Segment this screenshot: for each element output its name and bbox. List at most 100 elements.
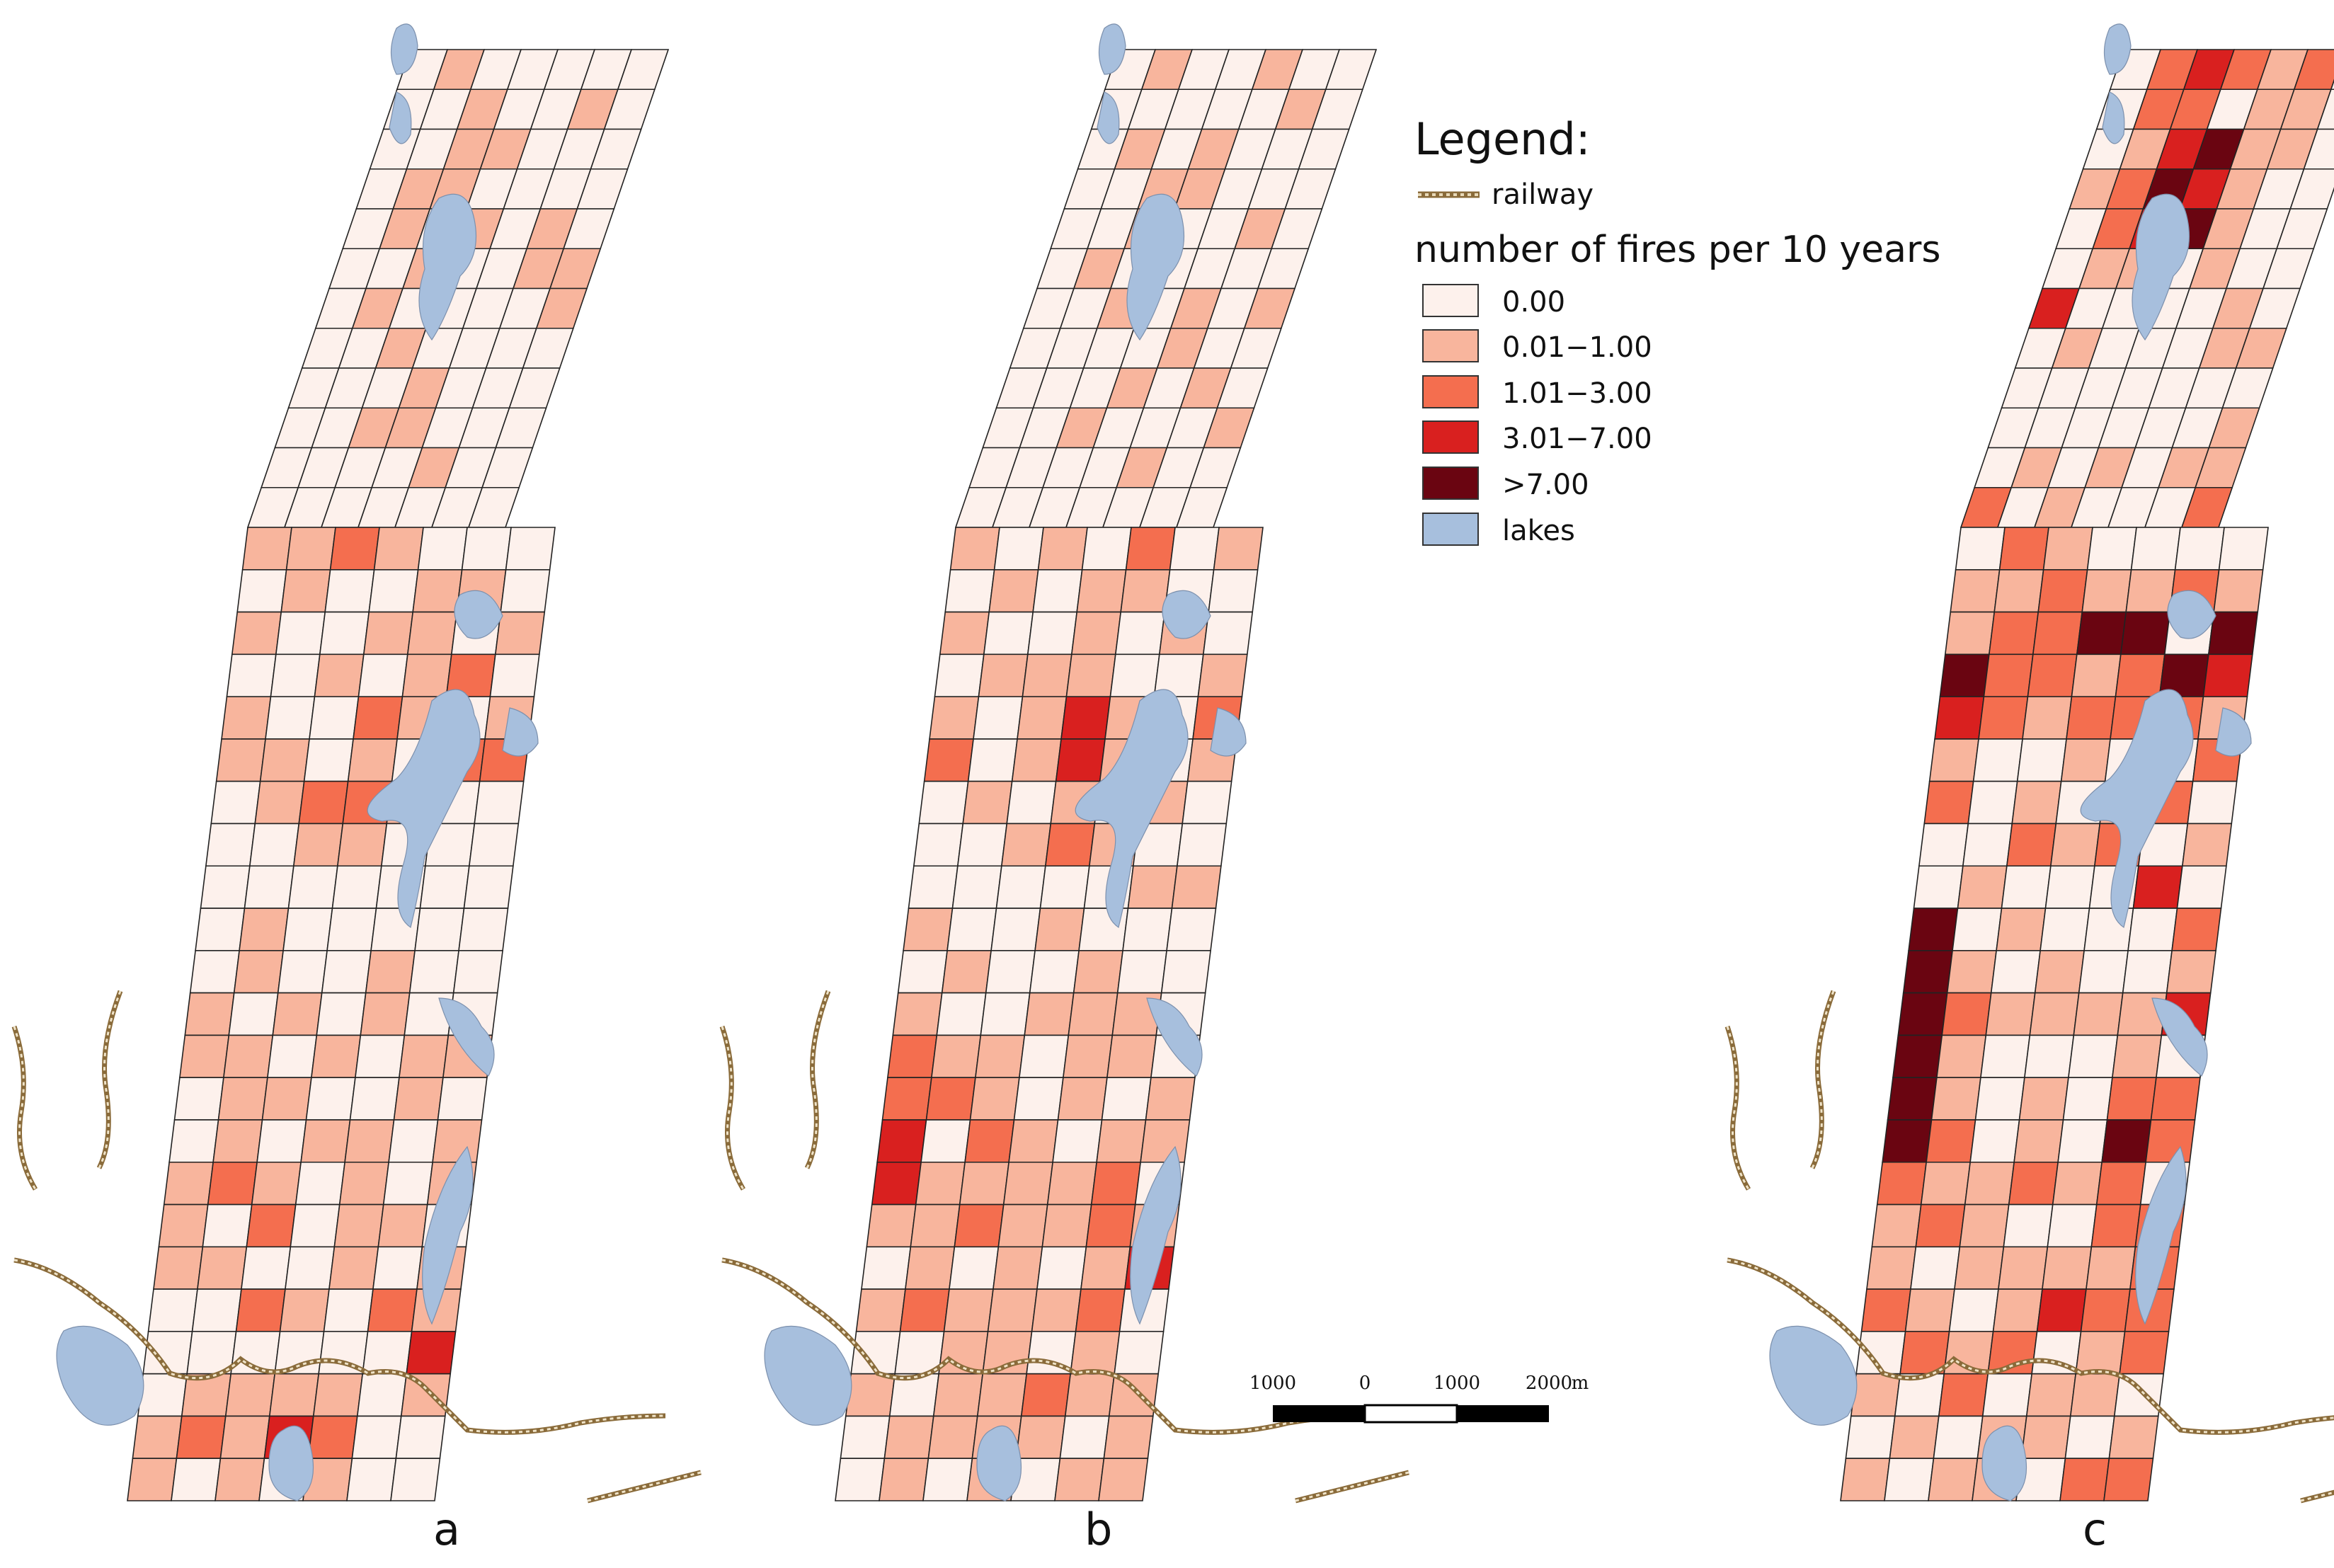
lake-shape — [1098, 23, 1126, 75]
scale-bar: 1000 0 1000 2000 m — [1249, 1373, 1589, 1424]
grid-cell — [408, 950, 459, 994]
grid-cell — [1114, 611, 1166, 656]
grid-cell — [887, 1034, 938, 1078]
grid-cell — [158, 1203, 209, 1248]
grid-cell — [1990, 950, 2041, 994]
legend-class-label-4: >7.00 — [1502, 469, 1589, 501]
grid-cell — [2127, 908, 2178, 951]
grid-cell — [1948, 1288, 1999, 1332]
grid-cell — [931, 1034, 982, 1078]
grid-cell — [1928, 738, 1979, 782]
grid-cell — [2022, 696, 2073, 740]
scale-label-2: 1000 — [1434, 1373, 1480, 1394]
grid-cell — [2013, 1119, 2064, 1163]
grid-cell — [962, 780, 1013, 825]
grid-cell — [377, 1203, 428, 1248]
grid-cell — [1938, 1373, 1989, 1417]
grid-cell — [2062, 1077, 2113, 1121]
grid-cell — [2020, 1415, 2071, 1460]
lake-shape — [268, 1425, 314, 1501]
grid-cell — [1116, 950, 1167, 994]
grid-cell — [1972, 738, 2023, 782]
grid-cell — [2052, 1161, 2103, 1206]
grid-cell — [176, 1415, 227, 1460]
grid-cell — [2047, 1203, 2098, 1248]
grid-cell — [1871, 1203, 1922, 1248]
legend-swatch-1 — [1422, 329, 1479, 362]
grid-cell — [908, 865, 959, 909]
grid-cell — [1930, 1077, 1981, 1121]
grid-cell — [1037, 527, 1088, 571]
grid-cell — [1964, 1161, 2015, 1206]
grid-cell — [1080, 1246, 1131, 1290]
panel-label-b: b — [1085, 1504, 1112, 1555]
grid-cell — [932, 1373, 984, 1417]
grid-cell — [1057, 1077, 1108, 1121]
lake-shape — [390, 23, 418, 75]
grid-cell — [1988, 611, 2040, 656]
grid-cell — [1098, 1458, 1149, 1501]
lake-shape — [2132, 193, 2190, 341]
map-panel-a — [11, 23, 702, 1504]
grid-cell — [2027, 653, 2078, 697]
grid-cell — [292, 823, 344, 867]
grid-cell — [1967, 780, 2018, 825]
lake-shape — [1075, 689, 1189, 928]
panel-label-c: c — [2083, 1504, 2107, 1555]
grid-cell — [2115, 653, 2166, 697]
grid-cell — [1998, 1246, 2049, 1290]
grid-cell — [1055, 738, 1106, 782]
lake-shape — [764, 1325, 852, 1426]
grid-cell — [1125, 527, 1176, 571]
grid-cell — [251, 1161, 302, 1206]
grid-cell — [401, 653, 452, 697]
legend-subtitle: number of fires per 10 years — [1414, 229, 1940, 271]
grid-cell — [2103, 1458, 2154, 1501]
grid-cell — [1981, 1373, 2033, 1417]
grid-cell — [356, 1373, 408, 1417]
lake-shape — [1162, 590, 1211, 639]
grid-cell — [2176, 865, 2227, 909]
grid-cell — [985, 950, 1036, 994]
grid-cell — [1072, 950, 1123, 994]
grid-cell — [373, 527, 424, 571]
grid-cell — [2130, 527, 2181, 571]
grid-cell — [300, 1119, 351, 1163]
grid-cell — [195, 908, 246, 951]
grid-cell — [866, 1203, 917, 1248]
grid-cell — [2213, 568, 2264, 613]
grid-cell — [2106, 1077, 2157, 1121]
lake-shape — [502, 707, 539, 757]
grid-cell — [997, 1203, 1048, 1248]
legend-class-label-3: 3.01−7.00 — [1502, 423, 1652, 455]
grid-cell — [210, 780, 261, 825]
grid-cell — [1046, 1161, 1098, 1206]
grid-cell — [1063, 1034, 1114, 1078]
grid-cell — [1892, 1034, 1943, 1078]
legend-lakes-label: lakes — [1502, 515, 1575, 547]
grid-cell — [1109, 653, 1160, 697]
grid-cell — [494, 611, 546, 656]
grid-cell — [1017, 696, 1068, 740]
grid-cell — [2066, 696, 2117, 740]
grid-cell — [189, 950, 240, 994]
grid-cell — [1980, 1034, 2031, 1078]
grid-cell — [1015, 1415, 1066, 1460]
grid-cell — [223, 1034, 274, 1078]
grid-cell — [246, 1203, 297, 1248]
grid-cell — [355, 1034, 406, 1078]
grid-cell — [2068, 1034, 2119, 1078]
grid-cell — [362, 1331, 413, 1375]
grid-cell — [1936, 1034, 1987, 1078]
grid-cell — [2132, 865, 2183, 909]
grid-cell — [349, 1077, 400, 1121]
grid-cell — [207, 1161, 258, 1206]
legend-swatch-lakes — [1422, 513, 1479, 546]
grid-cell — [1096, 1119, 1147, 1163]
grid-cell — [2037, 568, 2088, 613]
grid-cell — [1902, 950, 1953, 994]
grid-cell — [1860, 1288, 1911, 1332]
grid-cell — [1933, 1415, 1984, 1460]
grid-cell — [388, 1119, 439, 1163]
grid-cell — [1946, 950, 1997, 994]
